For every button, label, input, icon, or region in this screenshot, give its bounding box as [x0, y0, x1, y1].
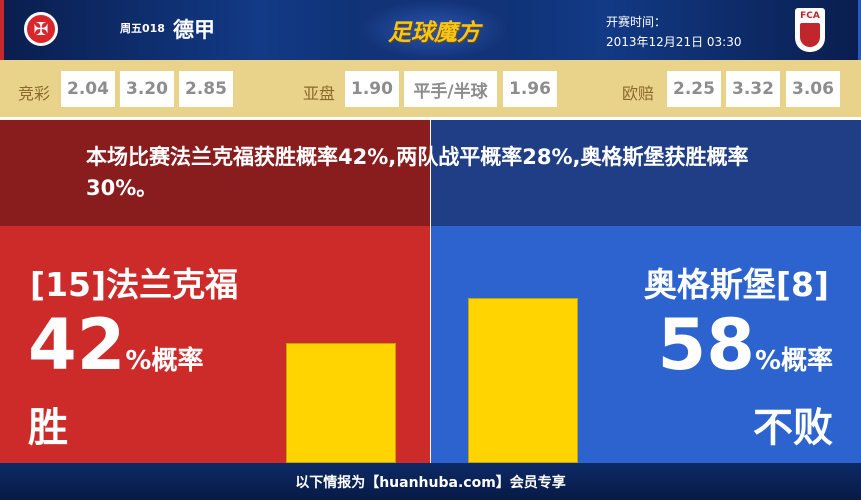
- yapan-handicap: 平手/半球: [404, 71, 497, 107]
- away-percent: 58: [657, 304, 755, 386]
- oupei-odd-draw: 3.32: [726, 71, 780, 107]
- oupei-label: 欧赔: [622, 84, 655, 103]
- league-name: 德甲: [173, 18, 215, 42]
- jingcai-label: 竞彩: [18, 84, 51, 103]
- away-percent-block: 58%概率: [658, 310, 833, 380]
- kickoff-label: 开赛时间：: [606, 15, 667, 29]
- home-percent: 42: [28, 304, 126, 386]
- away-team-logo: FCA: [795, 8, 825, 52]
- away-result: 不败: [753, 405, 833, 451]
- yapan-label: 亚盘: [303, 84, 336, 103]
- jingcai-odd-home: 2.04: [61, 71, 115, 107]
- member-footer[interactable]: 以下情报为【huanhuba.com】会员专享: [0, 463, 861, 500]
- summary-home-bg: [0, 120, 430, 226]
- match-number: 周五018: [120, 22, 165, 35]
- kickoff-time: 2013年12月21日 03:30: [606, 35, 742, 49]
- oupei-odd-home: 2.25: [667, 71, 721, 107]
- away-probability-bar: [468, 298, 578, 463]
- yapan-odd-home: 1.90: [345, 71, 399, 107]
- away-team-name: 奥格斯堡[8]: [643, 265, 829, 304]
- jingcai-odd-away: 2.85: [179, 71, 233, 107]
- jingcai-odd-draw: 3.20: [120, 71, 174, 107]
- home-percent-block: 42%概率: [28, 310, 203, 380]
- brand-logo: 足球魔方: [360, 0, 508, 60]
- home-percent-suffix: %概率: [125, 346, 204, 376]
- home-team-name: [15]法兰克福: [30, 265, 239, 304]
- summary-away-bg: [431, 120, 861, 226]
- oupei-odd-away: 3.06: [786, 71, 840, 107]
- prediction-summary: 本场比赛法兰克福获胜概率42%,两队战平概率28%,奥格斯堡获胜概率30%。: [86, 145, 749, 200]
- home-team-logo: ✠: [24, 12, 58, 46]
- divider: [0, 117, 861, 120]
- home-result: 胜: [28, 405, 68, 451]
- home-probability-bar: [286, 343, 396, 463]
- away-logo-text: FCA: [800, 11, 820, 21]
- away-percent-suffix: %概率: [754, 346, 833, 376]
- yapan-odd-away: 1.96: [503, 71, 557, 107]
